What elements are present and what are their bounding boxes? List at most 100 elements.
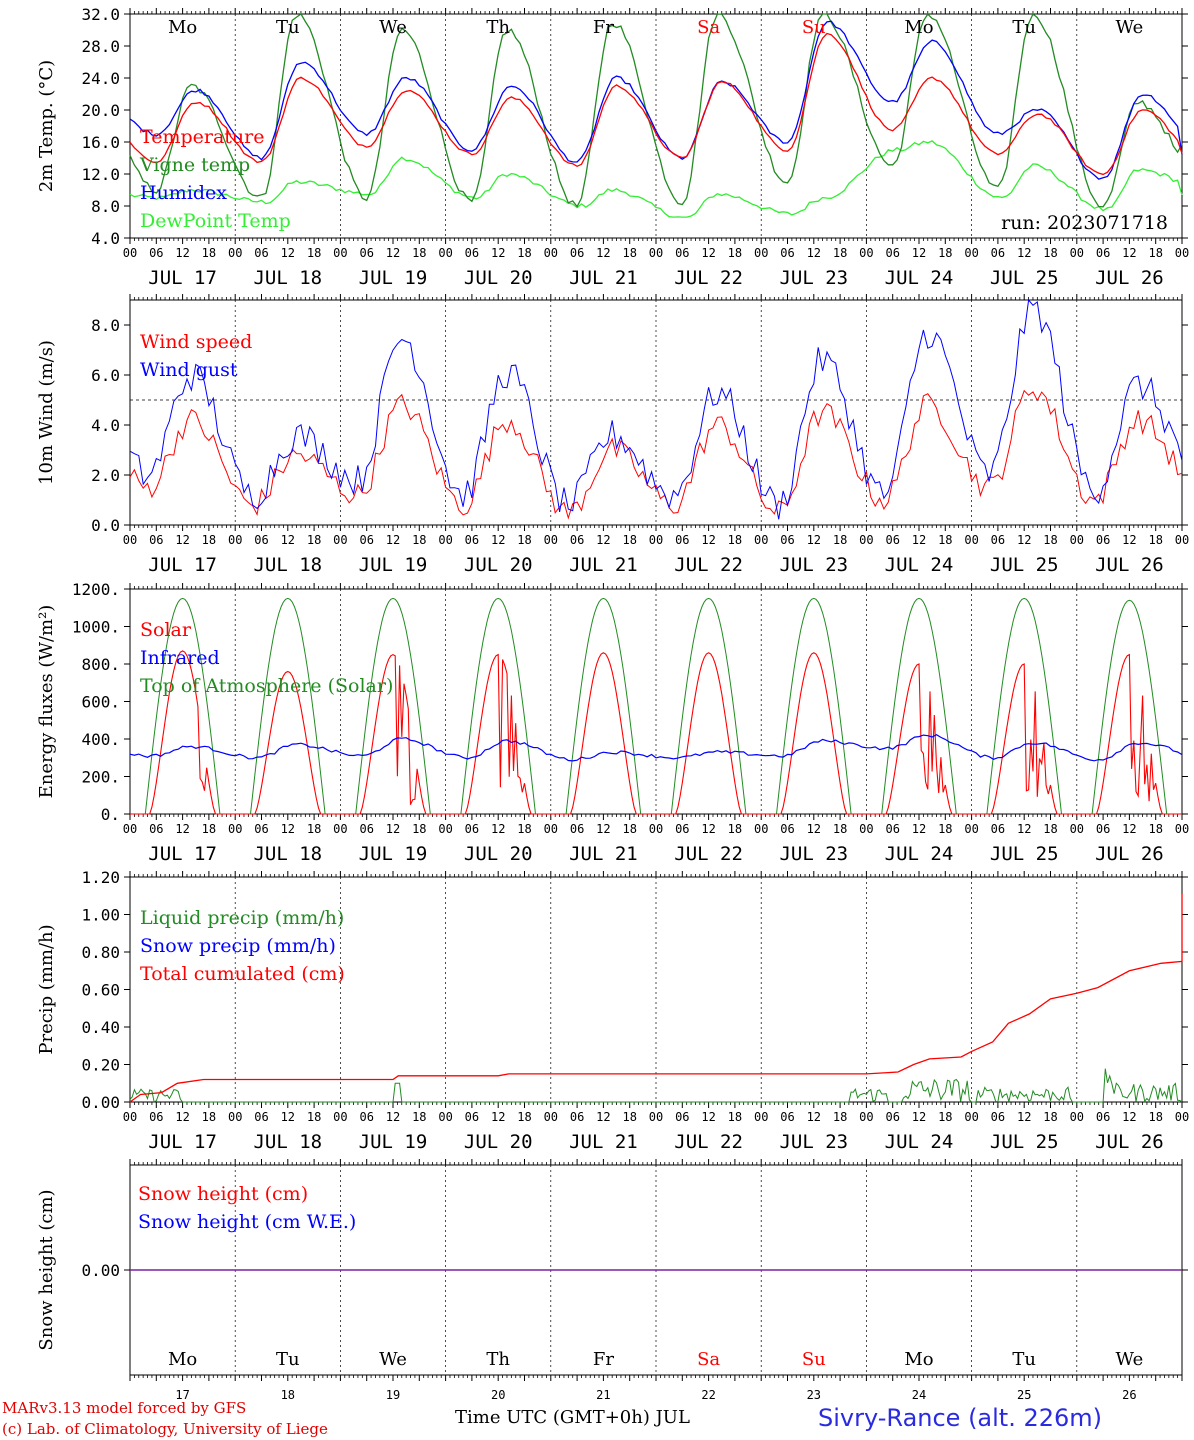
date-label: JUL 22 [674,267,743,289]
hour-label: 06 [359,1110,373,1124]
hour-label: 12 [281,822,295,836]
hour-label: 00 [754,1110,768,1124]
hour-label: 00 [123,1110,137,1124]
date-label: JUL 21 [569,1131,638,1153]
hour-label: 12 [1122,822,1136,836]
day-of-week-label: Mo [904,1349,933,1370]
hour-label: 06 [885,246,899,260]
run-annotation: run: 2023071718 [1001,212,1168,234]
hour-label: 12 [807,533,821,547]
day-number-label: 25 [1017,1388,1031,1402]
hour-label: 06 [991,246,1005,260]
hour-label: 00 [754,822,768,836]
date-label: JUL 20 [464,1131,533,1153]
hour-label: 06 [359,246,373,260]
hour-label: 12 [1122,533,1136,547]
hour-label: 06 [1096,533,1110,547]
y-tick-label: 600. [81,693,120,712]
hour-label: 18 [1148,533,1162,547]
hour-label: 18 [517,246,531,260]
legend-entry: Liquid precip (mm/h) [140,907,344,929]
hour-label: 12 [701,246,715,260]
energy-series [129,597,1183,815]
hour-label: 00 [964,822,978,836]
hour-label: 06 [359,822,373,836]
hour-label: 12 [807,822,821,836]
plot-frame [129,299,1183,526]
hour-label: 06 [149,822,163,836]
hour-label: 12 [807,246,821,260]
hour-label: 06 [1096,246,1110,260]
hour-label: 06 [465,822,479,836]
series-line-temperature [129,32,1183,176]
hour-label: 06 [570,822,584,836]
hour-label: 06 [254,1110,268,1124]
hour-label: 12 [386,533,400,547]
footer-model: MARv3.13 model forced by GFS [2,1399,246,1417]
hour-label: 12 [1017,533,1031,547]
series-line-solar [130,650,1182,815]
series-line-wind-speed [129,389,1183,520]
legend-entry: Humidex [140,182,227,204]
hour-label: 06 [465,533,479,547]
hour-label: 06 [675,1110,689,1124]
y-axis-label: Energy fluxes (W/m²) [36,605,57,799]
y-tick-label: 1.20 [81,868,120,887]
day-of-week-label: Su [802,17,826,38]
temperature-series: Mo Tu We Th Fr Sa Su Mo Tu We run: 2023071718 [129,12,1183,234]
time-axis-1: 00 06 12 18 JUL 17 00 06 12 18 JUL 18 00 06 12 18 JUL … [123,294,1189,576]
hour-label: 06 [570,246,584,260]
date-label: JUL 20 [464,554,533,576]
y-tick-label: 32.0 [81,5,120,24]
hour-label: 18 [1043,533,1057,547]
hour-label: 18 [202,822,216,836]
hour-label: 18 [307,822,321,836]
footer-group: MARv3.13 model forced by GFS (c) Lab. of… [2,1399,1102,1438]
day-of-week-label: We [379,17,407,38]
day-of-week-label: Sa [697,1349,720,1370]
hour-label: 00 [438,1110,452,1124]
hour-label: 18 [833,533,847,547]
hour-label: 12 [1122,246,1136,260]
hour-label: 18 [728,533,742,547]
hour-label: 12 [175,822,189,836]
hour-label: 06 [465,246,479,260]
hour-label: 06 [1096,822,1110,836]
hour-label: 18 [938,1110,952,1124]
hour-label: 00 [754,533,768,547]
hour-label: 00 [1175,533,1189,547]
hour-label: 00 [649,1110,663,1124]
date-label: JUL 24 [885,267,954,289]
hour-label: 12 [912,822,926,836]
footer-xaxis-title: Time UTC (GMT+0h) JUL [455,1407,690,1428]
hour-label: 06 [359,533,373,547]
hour-label: 00 [544,1110,558,1124]
hour-label: 18 [938,822,952,836]
hour-label: 00 [859,246,873,260]
hour-label: 06 [675,246,689,260]
day-number-label: 23 [807,1388,821,1402]
hour-label: 06 [780,1110,794,1124]
hour-label: 00 [228,246,242,260]
day-number-label: 21 [596,1388,610,1402]
date-label: JUL 18 [253,554,322,576]
date-label: JUL 23 [779,1131,848,1153]
day-number-label: 19 [386,1388,400,1402]
y-axis-label: 2m Temp. (°C) [36,60,57,192]
series-line-total-cumulated [129,893,1183,1103]
hour-label: 00 [333,246,347,260]
day-number-label: 22 [701,1388,715,1402]
hour-label: 06 [570,533,584,547]
time-axis-0: 00 06 12 18 JUL 17 00 06 12 18 JUL 18 00 06 12 18 JUL … [123,8,1189,289]
hour-label: 06 [254,246,268,260]
hour-label: 00 [123,533,137,547]
wind-series [129,298,1183,520]
date-label: JUL 20 [464,843,533,865]
date-label: JUL 22 [674,843,743,865]
date-label: JUL 25 [990,843,1059,865]
hour-label: 12 [596,246,610,260]
date-label: JUL 21 [569,843,638,865]
hour-label: 18 [307,1110,321,1124]
legend-entry: Vigne temp [139,154,250,176]
hour-label: 00 [123,822,137,836]
